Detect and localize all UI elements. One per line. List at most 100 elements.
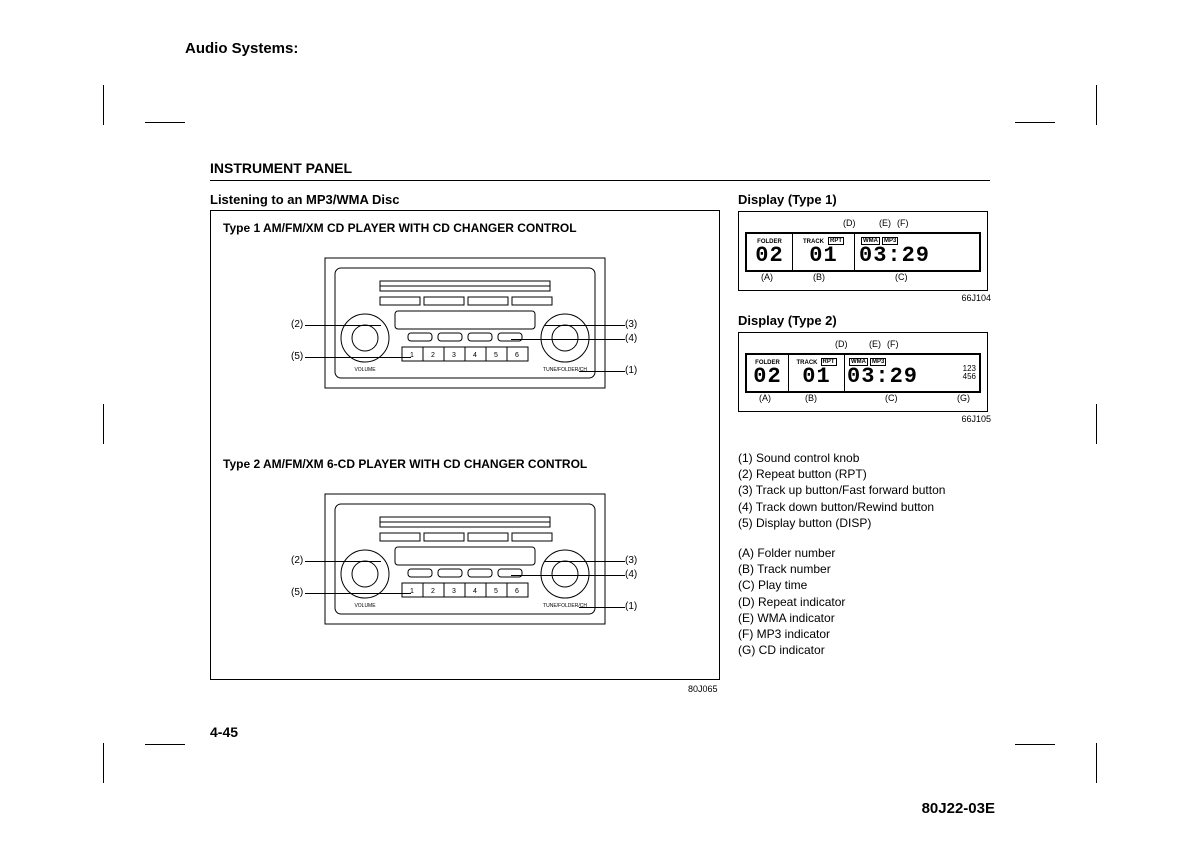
type2-label: Type 2 AM/FM/XM 6-CD PLAYER WITH CD CHAN… [223,457,719,471]
legend-item: (C) Play time [738,577,993,593]
svg-text:VOLUME: VOLUME [354,367,376,373]
callout-line [579,371,625,372]
figure-number-main: 80J065 [688,684,718,694]
callout-G: (G) [957,393,970,403]
crop-mark [103,743,104,783]
callout-line [545,561,625,562]
callout-line [305,593,411,594]
legend-item: (2) Repeat button (RPT) [738,466,993,482]
cd-indicator-bot: 456 [963,373,976,381]
callout-line [511,339,625,340]
svg-text:6: 6 [515,352,519,359]
crop-mark [1015,122,1055,123]
crop-mark [1015,744,1055,745]
callout-line [305,357,411,358]
callout-2: (2) [291,319,303,330]
display1-box: (D) (E) (F) FOLDER 02 TRACK RPT 01 WMA M… [738,211,988,291]
page-number: 4-45 [210,724,238,740]
svg-text:TUNE/FOLDER/CH: TUNE/FOLDER/CH [543,603,587,609]
display1-lcd: FOLDER 02 TRACK RPT 01 WMA MP3 03:29 [745,232,981,272]
legend-item: (B) Track number [738,561,993,577]
svg-text:5: 5 [494,588,498,595]
callout-B: (B) [805,393,817,403]
svg-text:5: 5 [494,352,498,359]
callout-A: (A) [759,393,771,403]
radio-type1-wrap: 1 2 3 4 5 6 VOLUME TUNE/FOLDER/CH (2) (5… [211,253,719,453]
callout-3: (3) [625,555,637,566]
callout-B: (B) [813,272,825,282]
figure-number-d2: 66J105 [738,414,991,424]
track-value: 01 [809,245,837,267]
svg-text:2: 2 [431,588,435,595]
legend-item: (E) WMA indicator [738,610,993,626]
legend-item: (D) Repeat indicator [738,594,993,610]
time-value: 03:29 [859,245,930,267]
legend-item: (G) CD indicator [738,642,993,658]
svg-text:4: 4 [473,588,477,595]
document-number: 80J22-03E [922,800,995,817]
callout-1: (1) [625,365,637,376]
time-value: 03:29 [847,366,963,388]
callout-line [305,325,381,326]
right-column: Display (Type 1) (D) (E) (F) FOLDER 02 T… [738,192,993,658]
crop-mark [1096,404,1097,444]
callout-C: (C) [895,272,908,282]
callout-line [579,607,625,608]
callout-D: (D) [835,339,848,349]
svg-text:6: 6 [515,588,519,595]
section-title: INSTRUMENT PANEL [210,160,352,176]
legend-item: (3) Track up button/Fast forward button [738,482,993,498]
crop-mark [145,744,185,745]
svg-text:VOLUME: VOLUME [354,603,376,609]
svg-text:3: 3 [452,588,456,595]
subsection-title: Listening to an MP3/WMA Disc [210,192,399,207]
display1-title: Display (Type 1) [738,192,993,207]
callout-line [305,561,381,562]
callout-5: (5) [291,587,303,598]
callout-F: (F) [897,218,909,228]
svg-text:4: 4 [473,352,477,359]
callout-D: (D) [843,218,856,228]
callout-1: (1) [625,601,637,612]
page-header: Audio Systems: [185,40,298,57]
legend-item: (5) Display button (DISP) [738,515,993,531]
callout-4: (4) [625,569,637,580]
display2-box: (D) (E) (F) FOLDER 02 TRACK RPT 01 WMA [738,332,988,412]
legend-item: (F) MP3 indicator [738,626,993,642]
radio-type2-diagram: 1 2 3 4 5 6 VOLUME TUNE/FOLDER/CH [320,489,610,629]
svg-text:TUNE/FOLDER/CH: TUNE/FOLDER/CH [543,367,587,373]
display2-lcd: FOLDER 02 TRACK RPT 01 WMA MP3 03:29 [745,353,981,393]
callout-4: (4) [625,333,637,344]
callout-F: (F) [887,339,899,349]
radio-type2-wrap: 1 2 3 4 5 6 VOLUME TUNE/FOLDER/CH (2) (5… [211,489,719,689]
track-value: 01 [802,366,830,388]
svg-text:3: 3 [452,352,456,359]
figure-number-d1: 66J104 [738,293,991,303]
legend: (1) Sound control knob (2) Repeat button… [738,450,993,658]
crop-mark [103,85,104,125]
figure-box-radios: Type 1 AM/FM/XM CD PLAYER WITH CD CHANGE… [210,210,720,680]
legend-item: (4) Track down button/Rewind button [738,499,993,515]
callout-line [545,325,625,326]
radio-type1-diagram: 1 2 3 4 5 6 VOLUME TUNE/FOLDER/CH [320,253,610,393]
legend-item: (1) Sound control knob [738,450,993,466]
callout-E: (E) [869,339,881,349]
legend-item: (A) Folder number [738,545,993,561]
svg-text:2: 2 [431,352,435,359]
crop-mark [1096,85,1097,125]
crop-mark [1096,743,1097,783]
callout-E: (E) [879,218,891,228]
display2-title: Display (Type 2) [738,313,993,328]
callout-2: (2) [291,555,303,566]
type1-label: Type 1 AM/FM/XM CD PLAYER WITH CD CHANGE… [223,221,719,235]
callout-C: (C) [885,393,898,403]
crop-mark [103,404,104,444]
callout-5: (5) [291,351,303,362]
callout-3: (3) [625,319,637,330]
section-rule [210,180,990,181]
folder-value: 02 [753,366,781,388]
crop-mark [145,122,185,123]
callout-line [511,575,625,576]
callout-A: (A) [761,272,773,282]
folder-value: 02 [755,245,783,267]
